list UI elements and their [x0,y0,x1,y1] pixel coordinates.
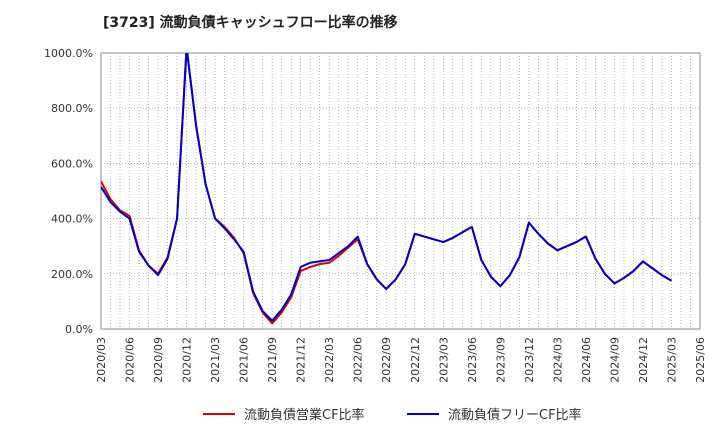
legend-label-1: 流動負債営業CF比率 [244,407,365,423]
series-layer [101,53,672,325]
x-tick-label: 2024/03 [551,337,564,383]
x-tick-label: 2022/12 [409,337,422,383]
y-tick-label: 600.0% [51,157,93,170]
x-tick-label: 2021/09 [266,337,279,383]
x-tick-label: 2024/12 [637,337,650,383]
y-tick-label: 800.0% [51,102,93,115]
x-tick-label: 2022/09 [380,337,393,383]
y-tick-label: 200.0% [51,268,93,281]
x-tick-label: 2020/06 [124,337,137,383]
legend-layer: 流動負債営業CF比率 流動負債フリーCF比率 [203,407,582,423]
x-tick-label: 2023/06 [466,337,479,383]
x-tick-label: 2023/09 [494,337,507,383]
y-tick-label: 1000.0% [44,47,93,60]
x-tick-label: 2022/03 [323,337,336,383]
x-tick-label: 2023/03 [437,337,450,383]
x-tick-label: 2022/06 [352,337,365,383]
chart-title: [3723] 流動負債キャッシュフロー比率の推移 [103,15,398,31]
x-tick-label: 2021/03 [209,337,222,383]
legend-label-2: 流動負債フリーCF比率 [448,407,582,423]
x-tick-label: 2020/12 [181,337,194,383]
x-tick-label: 2021/12 [295,337,308,383]
plot-area [100,52,701,330]
x-tick-label: 2024/06 [580,337,593,383]
x-tick-label: 2020/03 [95,337,108,383]
x-tick-label: 2023/12 [523,337,536,383]
series-line-2 [101,53,672,322]
y-tick-label: 400.0% [51,213,93,226]
x-tick-label: 2025/06 [694,337,707,383]
x-tick-label: 2025/03 [665,337,678,383]
y-tick-label: 0.0% [65,323,93,336]
x-tick-label: 2021/06 [238,337,251,383]
x-tick-label: 2020/09 [152,337,165,383]
x-tick-label: 2024/09 [608,337,621,383]
axis-layer: 0.0% 200.0% 400.0% 600.0% 800.0% 1000.0% 2020/… [44,47,707,383]
grid-layer [100,52,701,330]
